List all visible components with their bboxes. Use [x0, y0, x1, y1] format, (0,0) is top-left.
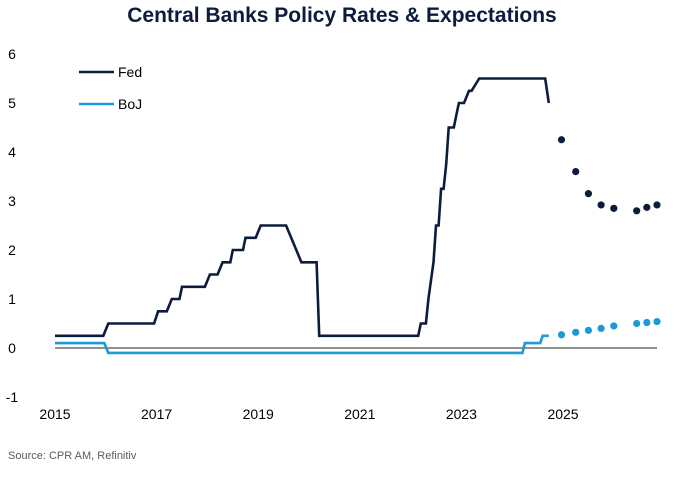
forecast-point: [643, 318, 651, 327]
source-note: Source: CPR AM, Refinitiv: [8, 450, 137, 462]
forecast-point: [610, 204, 618, 212]
y-tick-label: 4: [8, 144, 16, 160]
forecast-point: [597, 324, 605, 332]
legend-label: Fed: [118, 64, 142, 80]
forecast-point: [597, 201, 605, 209]
x-axis-ticks: 2015 2017 2019 2021 2023 2025: [39, 406, 578, 422]
forecast-point: [633, 319, 641, 328]
y-tick-label: 5: [8, 95, 16, 111]
forecast-point: [584, 326, 593, 334]
series-line-fed: [55, 77, 551, 338]
forecast-point: [653, 317, 661, 326]
forecast-point: [633, 207, 641, 215]
forecast-point: [557, 331, 566, 339]
y-tick-label: 1: [8, 291, 16, 307]
x-tick-label: 2021: [344, 406, 375, 422]
y-tick-label: 2: [8, 242, 16, 258]
x-tick-label: 2015: [39, 406, 70, 422]
x-tick-label: 2025: [547, 406, 578, 422]
chart-title: Central Banks Policy Rates & Expectation…: [127, 4, 557, 27]
forecast-point: [610, 322, 618, 330]
x-tick-label: 2019: [243, 406, 274, 422]
y-tick-label: 0: [8, 340, 16, 356]
y-tick-label: -1: [6, 389, 19, 405]
series-line-boj: [55, 334, 549, 355]
series-group: [55, 77, 661, 355]
y-axis-ticks: -1 0 1 2 3 4 5 6: [6, 46, 19, 405]
x-tick-label: 2023: [446, 406, 477, 422]
forecast-point: [643, 203, 651, 211]
y-tick-label: 3: [8, 193, 16, 209]
forecast-point: [557, 136, 566, 144]
forecast-point: [572, 168, 580, 176]
x-tick-label: 2017: [141, 406, 172, 422]
forecast-point: [653, 201, 661, 209]
legend: Fed BoJ: [79, 64, 142, 112]
y-tick-label: 6: [8, 46, 16, 62]
forecast-point: [572, 328, 580, 336]
forecast-point: [584, 190, 593, 198]
legend-label: BoJ: [118, 96, 142, 112]
